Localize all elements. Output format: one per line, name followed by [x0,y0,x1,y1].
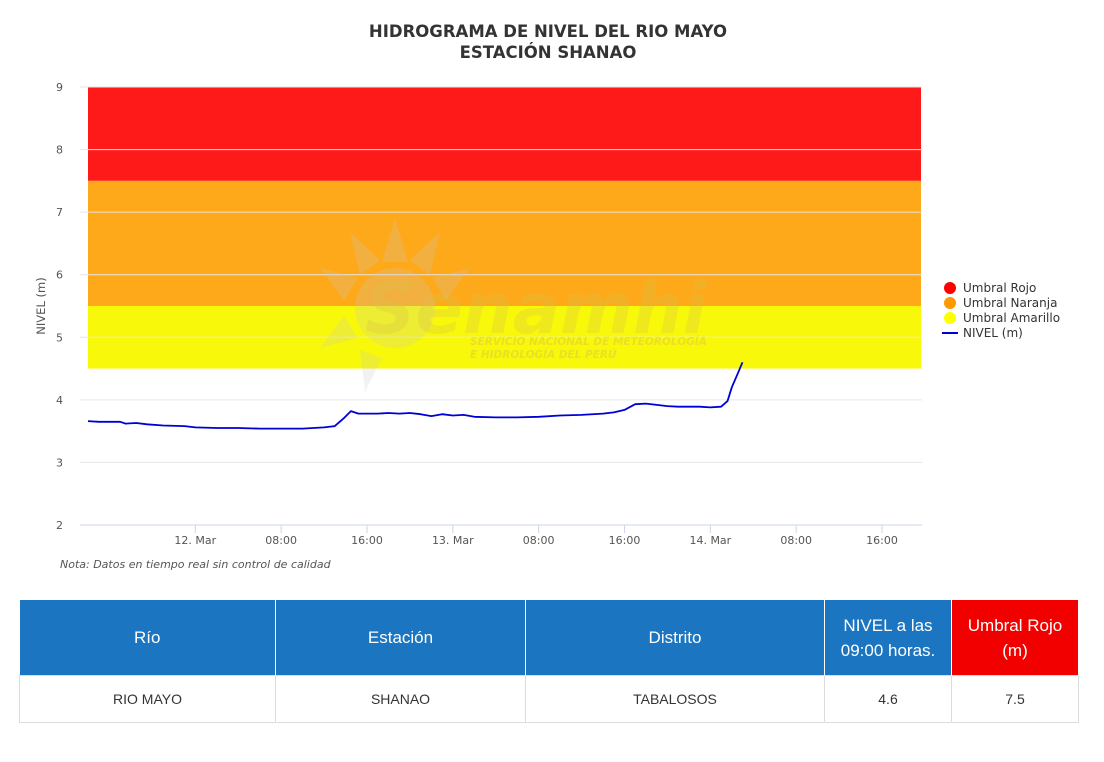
series-line-nivel [87,361,744,430]
x-tick-label: 08:00 [265,534,297,547]
legend-item-label: Umbral Rojo [963,281,1036,295]
y-tick-label: 4 [56,394,63,407]
x-tick-label: 08:00 [780,534,812,547]
y-tick-label: 3 [56,456,63,469]
table-header-row: Río Estación Distrito NIVEL a las 09:00 … [19,600,1079,676]
cell-nivel: 4.6 [824,675,952,723]
header-umbral-rojo: Umbral Rojo (m) [951,600,1079,676]
y-tick-label: 6 [56,269,63,282]
x-tick-label: 16:00 [866,534,898,547]
y-tick-label: 5 [56,331,63,344]
legend-marker [944,312,956,324]
y-tick-label: 9 [56,81,63,94]
series-group [87,361,744,430]
watermark-line2: E HIDROLOGÍA DEL PERÚ [470,348,617,361]
y-axis: 2 3 4 5 6 7 8 9 [56,81,63,532]
y-axis-label: NIVEL (m) [34,277,48,334]
x-tick-label: 08:00 [523,534,555,547]
x-tick-label: 16:00 [609,534,641,547]
header-nivel: NIVEL a las 09:00 horas. [824,600,952,676]
legend-marker [944,282,956,294]
senamhi-watermark: Senamhi SERVICIO NACIONAL DE METEOROLOGÍ… [320,218,708,392]
x-tick-label: 13. Mar [432,534,474,547]
legend-item-label: Umbral Naranja [963,296,1057,310]
y-tick-label: 8 [56,144,63,157]
chart-canvas: HIDROGRAMA DE NIVEL DEL RIO MAYO ESTACIÓ… [34,22,1060,571]
table-row: RIO MAYO SHANAO TABALOSOS 4.6 7.5 [19,675,1079,723]
chart-subtitle: ESTACIÓN SHANAO [460,43,637,62]
sun-logo-icon [320,218,470,392]
x-tick-label: 12. Mar [174,534,216,547]
watermark-logo-text: Senamhi [365,268,708,350]
x-tick-label: 16:00 [351,534,383,547]
cell-rio: RIO MAYO [19,675,276,723]
header-estacion: Estación [275,600,526,676]
data-note: Nota: Datos en tiempo real sin control d… [60,558,332,571]
cell-distrito: TABALOSOS [525,675,825,723]
watermark-line1: SERVICIO NACIONAL DE METEOROLOGÍA [470,335,707,348]
summary-table: Río Estación Distrito NIVEL a las 09:00 … [19,600,1079,723]
x-axis: 12. Mar 08:00 16:00 13. Mar 08:00 16:00 14. Ma… [174,525,898,547]
y-tick-label: 7 [56,206,63,219]
cell-umbral-rojo: 7.5 [951,675,1079,723]
legend-marker [944,297,956,309]
band-umbral-naranja [88,180,921,306]
legend-item-label: Umbral Amarillo [963,311,1060,325]
band-umbral-rojo [88,87,921,181]
hydrograph-chart: HIDROGRAMA DE NIVEL DEL RIO MAYO ESTACIÓ… [34,22,1060,571]
y-tick-label: 2 [56,519,63,532]
chart-title: HIDROGRAMA DE NIVEL DEL RIO MAYO [369,22,727,41]
x-tick-label: 14. Mar [689,534,731,547]
legend-item-label: NIVEL (m) [963,326,1023,340]
header-distrito: Distrito [525,600,825,676]
header-rio: Río [19,600,276,676]
cell-estacion: SHANAO [275,675,526,723]
